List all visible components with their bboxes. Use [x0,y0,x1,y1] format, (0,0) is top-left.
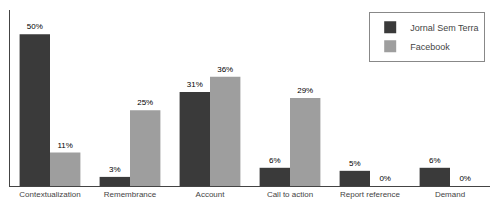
svg-text:11%: 11% [57,141,72,150]
svg-text:29%: 29% [297,86,313,95]
svg-text:5%: 5% [349,159,361,168]
svg-text:31%: 31% [187,80,203,89]
svg-text:Jornal Sem Terra: Jornal Sem Terra [410,23,478,33]
svg-text:0%: 0% [459,174,471,183]
svg-text:Remembrance: Remembrance [104,190,157,199]
svg-text:0%: 0% [379,174,391,183]
svg-text:6%: 6% [269,156,281,165]
svg-text:Call to action: Call to action [267,190,313,199]
svg-text:50%: 50% [27,22,43,31]
svg-text:Demand: Demand [435,190,465,199]
svg-text:6%: 6% [429,156,441,165]
svg-text:3%: 3% [109,165,121,174]
svg-text:Report reference: Report reference [340,190,401,199]
svg-text:36%: 36% [217,65,233,74]
svg-text:Contextualization: Contextualization [19,190,80,199]
svg-text:25%: 25% [137,98,153,107]
svg-text:Facebook: Facebook [410,42,450,52]
svg-text:Account: Account [196,190,226,199]
